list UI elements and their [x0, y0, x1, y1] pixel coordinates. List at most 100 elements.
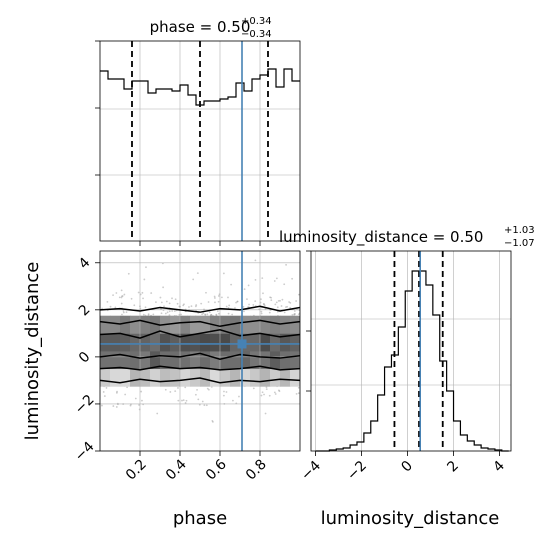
scatter-point [118, 296, 121, 299]
density-cell [100, 351, 111, 370]
distance-x-tick-label: 4 [490, 458, 508, 476]
density-cell [290, 351, 300, 370]
scatter-point [156, 412, 159, 415]
scatter-point [114, 306, 117, 309]
scatter-point [155, 301, 157, 304]
scatter-point [279, 299, 281, 302]
scatter-point [103, 395, 106, 397]
scatter-point [283, 283, 286, 286]
phase-title-main: phase = 0.50 [150, 18, 251, 36]
density-cell [130, 368, 141, 387]
scatter-point [200, 302, 203, 305]
scatter-point [144, 306, 147, 309]
scatter-point [285, 306, 287, 308]
phase-histogram-ticks [95, 40, 261, 246]
density-cell [170, 333, 181, 352]
scatter-point [142, 297, 144, 300]
density-cell [270, 368, 281, 387]
scatter-point [164, 388, 167, 391]
scatter-point [142, 313, 145, 316]
scatter-point [112, 294, 114, 297]
scatter-point [265, 388, 268, 391]
scatter-point [126, 386, 128, 389]
density-cell [190, 333, 201, 352]
density-cell [210, 333, 221, 352]
density-cell [170, 315, 181, 334]
scatter-point [141, 399, 143, 402]
density-cell [110, 315, 121, 334]
scatter-point [171, 310, 174, 312]
scatter-point [277, 299, 280, 302]
scatter-point [182, 399, 185, 402]
scatter-point [188, 306, 190, 308]
scatter-point [101, 404, 103, 407]
contour-line [100, 305, 300, 313]
distance-quantile-lines [393, 251, 444, 451]
density-cell [250, 333, 261, 352]
density-cell [190, 368, 201, 387]
scatter-point [164, 312, 167, 315]
density-cell [220, 333, 231, 352]
scatter-point [216, 310, 219, 313]
distance-x-tick-label: 0 [398, 458, 416, 476]
density-cell [260, 351, 271, 370]
scatter-point [203, 404, 206, 407]
distance-title-main: luminosity_distance = 0.50 [279, 228, 483, 247]
scatter-point [254, 259, 257, 262]
scatter-point [115, 292, 118, 294]
distance-histogram-frame [310, 250, 512, 452]
scatter-point [236, 300, 239, 303]
scatter-point [281, 298, 284, 301]
density-cell [250, 315, 261, 334]
scatter-point [275, 301, 278, 304]
contour-line [100, 319, 300, 328]
scatter-point [194, 393, 197, 396]
scatter-point [217, 300, 220, 303]
scatter-point [288, 301, 291, 303]
density-cell [280, 368, 291, 387]
scatter-point [105, 387, 108, 389]
scatter-point [268, 311, 271, 314]
scatter-point [194, 305, 197, 308]
density-cell [140, 368, 151, 387]
scatter-point [293, 313, 296, 315]
scatter-point [278, 390, 281, 393]
scatter-point [263, 393, 265, 396]
contour-lines [100, 305, 300, 384]
scatter-point [163, 305, 165, 308]
distance-x-tick-label: −4 [298, 458, 324, 484]
scatter-point [137, 291, 140, 294]
phase-title-sub: −0.34 [241, 29, 272, 40]
density-cell [200, 351, 211, 370]
scatter-point [268, 394, 271, 397]
contour-line [100, 329, 300, 339]
scatter-point [205, 404, 208, 407]
density-cell [220, 351, 231, 370]
density-cell [160, 368, 171, 387]
contour-y-tick-label: −2 [72, 392, 98, 418]
scatter-point [190, 305, 193, 308]
scatter-point [115, 406, 118, 408]
contour-line [100, 377, 300, 384]
density-cell [270, 333, 281, 352]
scatter-point [254, 300, 257, 303]
scatter-point [138, 404, 141, 406]
density-cell [140, 333, 151, 352]
scatter-point [260, 310, 263, 313]
scatter-point [248, 303, 250, 306]
scatter-point [207, 301, 210, 303]
density-cell [290, 333, 300, 352]
density-cell [110, 351, 121, 370]
scatter-point [273, 280, 276, 282]
scatter-point [227, 307, 230, 309]
scatter-point [217, 312, 220, 315]
scatter-point [162, 286, 165, 289]
scatter-point [289, 306, 292, 309]
scatter-point [112, 405, 115, 407]
scatter-point [297, 392, 300, 395]
scatter-point [223, 390, 225, 393]
density-cell [200, 333, 211, 352]
distance-x-tick-label: −2 [344, 458, 370, 484]
contour-y-tick-label: 4 [76, 255, 94, 273]
scatter-point [134, 397, 137, 400]
